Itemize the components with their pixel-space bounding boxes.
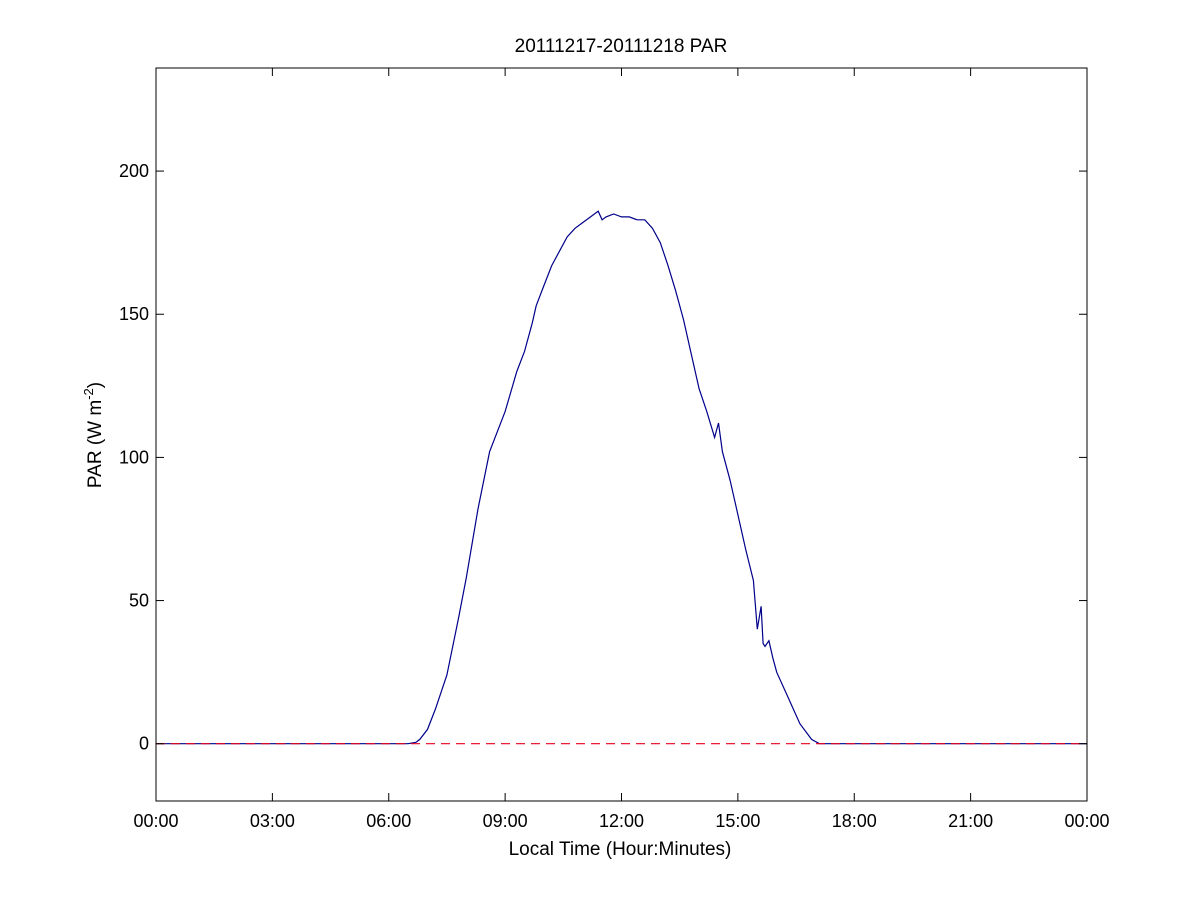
y-tick-label: 100 xyxy=(119,447,149,467)
x-tick-label: 06:00 xyxy=(366,811,411,831)
par-series-line xyxy=(156,210,1087,745)
x-tick-label: 09:00 xyxy=(483,811,528,831)
plot-background xyxy=(156,68,1087,801)
x-tick-label: 21:00 xyxy=(948,811,993,831)
x-tick-label: 18:00 xyxy=(832,811,877,831)
x-tick-label: 03:00 xyxy=(250,811,295,831)
y-axis-title-main: PAR (W m xyxy=(85,400,106,488)
y-tick-label: 200 xyxy=(119,161,149,181)
x-axis-title: Local Time (Hour:Minutes) xyxy=(509,839,732,860)
y-axis-title-exponent: -2 xyxy=(81,388,96,400)
x-tick-label: 00:00 xyxy=(133,811,178,831)
y-axis-title: PAR (W m-2) xyxy=(81,382,106,488)
x-tick-label: 12:00 xyxy=(599,811,644,831)
y-tick-label: 0 xyxy=(139,734,149,754)
y-axis: 0 50 100 150 200 xyxy=(119,161,1087,754)
chart-title: 20111217-20111218 PAR xyxy=(515,36,728,57)
series-layer xyxy=(156,210,1087,745)
x-tick-label: 15:00 xyxy=(715,811,760,831)
y-tick-label: 50 xyxy=(129,591,149,611)
x-tick-label: 00:00 xyxy=(1064,811,1109,831)
y-tick-label: 150 xyxy=(119,304,149,324)
y-axis-title-close: ) xyxy=(85,382,106,388)
x-axis: 00:00 03:00 06:00 09:00 12:00 15:00 18:00 21:00… xyxy=(133,68,1110,831)
